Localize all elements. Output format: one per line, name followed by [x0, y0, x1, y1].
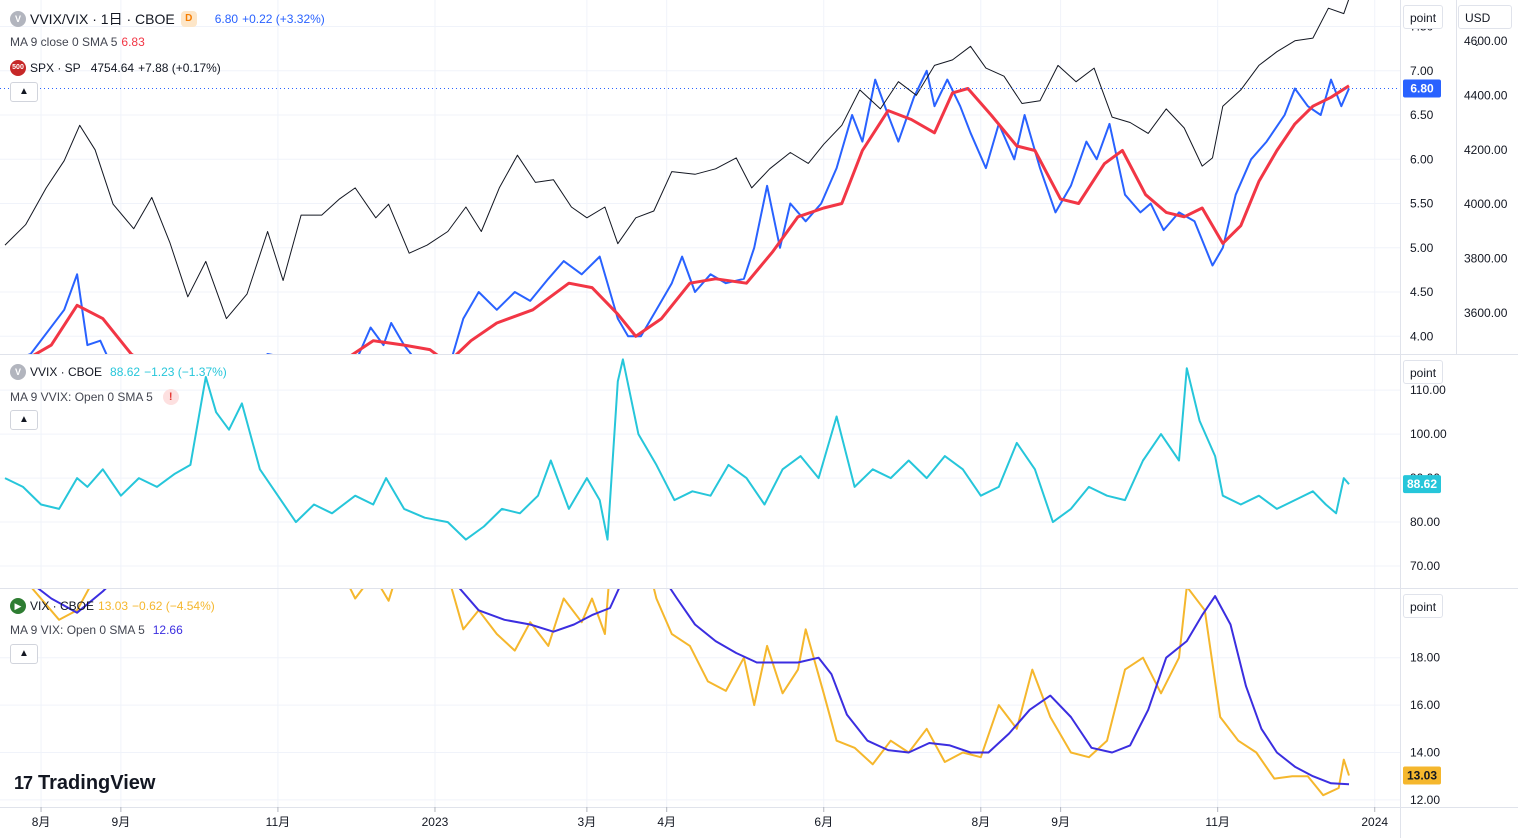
currency-label: USD: [1465, 11, 1491, 25]
pane1-indicator-value: 6.83: [121, 35, 145, 49]
y-tick-label: 7.00: [1410, 64, 1434, 78]
y-tick-label: 100.00: [1410, 427, 1447, 441]
x-tick-label: 3月: [578, 815, 597, 829]
vvix-symbol-icon: V: [10, 364, 26, 380]
compare-legend[interactable]: 500 SPX · SP 4754.64 +7.88 (+0.17%): [10, 60, 221, 76]
pane3-title[interactable]: VIX · CBOE: [30, 599, 95, 613]
pane3-collapse-button[interactable]: ▲: [10, 644, 38, 664]
price-tag-label: 88.62: [1407, 477, 1437, 491]
chevron-up-icon: ▲: [19, 414, 29, 425]
x-tick-label: 8月: [32, 815, 51, 829]
tradingview-mark-icon: 17: [14, 773, 33, 793]
pane2-title[interactable]: VVIX · CBOE: [30, 365, 103, 379]
right-y-tick-label: 3800.00: [1464, 252, 1508, 266]
pane3-change: −0.62 (−4.54%): [132, 599, 215, 613]
pane1-collapse-button[interactable]: ▲: [10, 82, 38, 102]
price-tag-label: 6.80: [1410, 82, 1434, 96]
y-tick-label: 110.00: [1410, 383, 1446, 397]
pane2-indicator-legend[interactable]: MA 9 VVIX: Open 0 SMA 5 !: [10, 389, 179, 405]
right-y-tick-label: 4400.00: [1464, 88, 1508, 102]
pane3-legend: ▶ VIX · CBOE 13.03 −0.62 (−4.54%): [10, 598, 215, 614]
brand-name: TradingView: [38, 772, 156, 794]
y-tick-label: 80.00: [1410, 515, 1440, 529]
pane1-change: +0.22 (+3.32%): [242, 12, 325, 26]
pane1-indicator-legend[interactable]: MA 9 close 0 SMA 5 6.83: [10, 35, 145, 49]
warning-icon[interactable]: !: [162, 389, 179, 405]
compare-symbol: SPX · SP: [30, 61, 81, 75]
y-tick-label: 14.00: [1410, 746, 1440, 760]
chevron-up-icon: ▲: [19, 648, 29, 659]
vix-line[interactable]: [5, 373, 1350, 797]
spx-line[interactable]: [4, 0, 1350, 320]
right-y-tick-label: 3600.00: [1464, 306, 1508, 320]
price-tag: [1403, 766, 1441, 785]
right-y-tick-label: 4200.00: [1464, 143, 1508, 157]
pane3-indicator-label: MA 9 VIX: Open 0 SMA 5: [10, 623, 145, 637]
x-tick-label: 8月: [971, 815, 990, 829]
pane2-change: −1.23 (−1.37%): [144, 365, 227, 379]
y-tick-label: 5.50: [1410, 197, 1434, 211]
y-tick-label: 18.00: [1410, 651, 1440, 665]
x-tick-label: 11月: [1205, 815, 1229, 829]
x-tick-label: 9月: [1051, 815, 1070, 829]
y-tick-label: 5.00: [1410, 241, 1434, 255]
pane2-collapse-button[interactable]: ▲: [10, 410, 38, 430]
price-tag: [1403, 79, 1441, 98]
pane2-last: 88.62: [110, 365, 141, 379]
pane2-legend: V VVIX · CBOE 88.62 −1.23 (−1.37%): [10, 364, 227, 380]
x-tick-label: 4月: [657, 815, 676, 829]
pane1-scale-mode-button[interactable]: point: [1403, 5, 1444, 29]
tradingview-logo[interactable]: 17 TradingView: [14, 772, 155, 795]
right-y-tick-label: 4000.00: [1464, 197, 1508, 211]
price-tag: [1403, 475, 1441, 494]
pane1-legend: V VVIX/VIX · 1日 · CBOE D 6.80 +0.22 (+3.…: [10, 9, 325, 29]
x-tick-label: 2023: [422, 815, 449, 829]
vix-symbol-icon: ▶: [10, 598, 26, 614]
vvix-vix-symbol-icon: V: [10, 11, 26, 27]
price-tag-label: 13.03: [1407, 768, 1437, 782]
compare-change: +7.88 (+0.17%): [138, 61, 221, 75]
compare-last: 4754.64: [90, 61, 135, 75]
chevron-down-icon: ⌄: [1473, 38, 1481, 48]
vix-ma-line[interactable]: [5, 551, 1350, 786]
x-tick-label: 2024: [1361, 815, 1388, 829]
y-tick-label: 4.00: [1410, 329, 1434, 343]
spx-symbol-icon: 500: [10, 60, 26, 76]
interval-badge: D: [180, 11, 197, 27]
chevron-up-icon: ▲: [19, 86, 29, 97]
y-tick-label: 6.00: [1410, 152, 1434, 166]
y-tick-label: 16.00: [1410, 698, 1440, 712]
pane1-last: 6.80: [214, 12, 239, 26]
pane1-title[interactable]: VVIX/VIX · 1日 · CBOE: [30, 11, 175, 27]
x-tick-label: 9月: [112, 815, 131, 829]
right-y-tick-label: 4600.00: [1464, 34, 1508, 48]
pane3-indicator-legend[interactable]: MA 9 VIX: Open 0 SMA 5 12.66: [10, 623, 183, 637]
y-tick-label: 4.50: [1410, 285, 1434, 299]
pane2-scale-mode-button[interactable]: point: [1403, 360, 1444, 384]
x-tick-label: 11月: [266, 815, 290, 829]
y-tick-label: 6.50: [1410, 108, 1434, 122]
pane3-indicator-value: 12.66: [152, 623, 183, 637]
currency-button[interactable]: USD ⌄: [1458, 5, 1512, 48]
x-tick-label: 6月: [814, 815, 833, 829]
pane2-indicator-label: MA 9 VVIX: Open 0 SMA 5: [10, 390, 153, 404]
pane3-last: 13.03: [98, 599, 129, 613]
pane1-indicator-label: MA 9 close 0 SMA 5: [10, 35, 118, 49]
vvix-line[interactable]: [4, 358, 1350, 541]
pane3-scale-mode-button[interactable]: point: [1403, 594, 1444, 618]
y-tick-label: 12.00: [1410, 793, 1440, 807]
y-tick-label: 70.00: [1410, 559, 1440, 573]
ratio-ma-line[interactable]: [5, 84, 1350, 390]
